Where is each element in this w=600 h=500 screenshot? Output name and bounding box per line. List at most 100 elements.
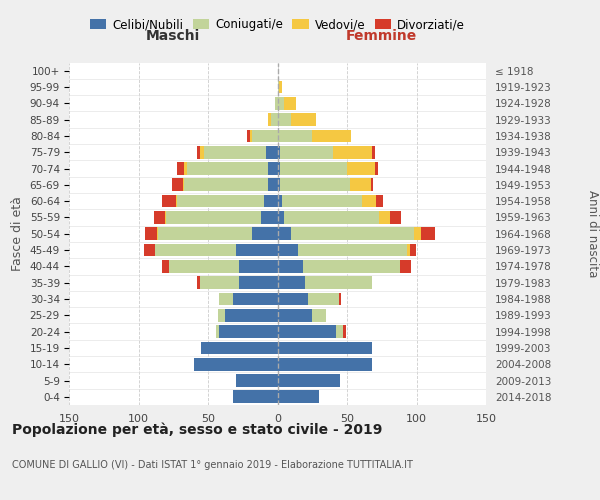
Bar [390,211,401,224]
Bar [400,260,411,272]
Bar [253,130,277,142]
Bar [187,162,268,175]
Bar [277,309,312,322]
Bar [280,178,350,191]
Bar [166,211,261,224]
Bar [169,260,239,272]
Text: Anni di nascita: Anni di nascita [586,190,599,278]
Bar [281,195,362,207]
Bar [236,374,277,387]
Bar [197,276,200,289]
Bar [162,260,169,272]
Bar [277,178,280,191]
Bar [414,228,421,240]
Bar [197,146,200,158]
Bar [280,162,347,175]
Bar [154,211,165,224]
Bar [268,113,271,126]
Bar [233,292,277,306]
Bar [277,390,319,403]
Bar [333,146,372,158]
Bar [277,80,279,94]
Bar [343,325,346,338]
Bar [277,162,280,175]
Text: COMUNE DI GALLIO (VI) - Dati ISTAT 1° gennaio 2019 - Elaborazione TUTTITALIA.IT: COMUNE DI GALLIO (VI) - Dati ISTAT 1° ge… [12,460,413,470]
Y-axis label: Fasce di età: Fasce di età [11,196,24,271]
Bar [302,260,400,272]
Bar [277,276,305,289]
Bar [178,162,184,175]
Bar [239,276,277,289]
Bar [376,195,383,207]
Bar [371,178,373,191]
Bar [253,228,277,240]
Bar [277,374,340,387]
Bar [201,342,277,354]
Bar [308,292,338,306]
Bar [236,244,277,256]
Bar [178,195,263,207]
Bar [277,97,284,110]
Bar [292,228,414,240]
Legend: Celibi/Nubili, Coniugati/e, Vedovi/e, Divorziati/e: Celibi/Nubili, Coniugati/e, Vedovi/e, Di… [85,14,470,36]
Bar [277,342,372,354]
Bar [157,228,158,240]
Bar [277,325,336,338]
Bar [421,228,434,240]
Bar [268,162,277,175]
Bar [292,113,316,126]
Bar [217,325,219,338]
Bar [144,244,155,256]
Bar [350,178,371,191]
Bar [165,211,166,224]
Bar [298,244,407,256]
Bar [219,325,277,338]
Bar [183,178,184,191]
Bar [410,244,416,256]
Bar [145,228,157,240]
Bar [284,97,296,110]
Bar [336,325,343,338]
Bar [275,97,277,110]
Bar [277,146,280,158]
Bar [158,228,253,240]
Bar [162,195,176,207]
Bar [172,178,183,191]
Bar [155,244,236,256]
Bar [347,162,375,175]
Bar [194,358,277,370]
Bar [277,260,302,272]
Bar [261,211,277,224]
Bar [312,309,326,322]
Bar [200,276,239,289]
Bar [338,292,341,306]
Bar [305,276,372,289]
Bar [375,162,377,175]
Bar [407,244,410,256]
Bar [184,162,187,175]
Bar [268,178,277,191]
Bar [280,146,333,158]
Bar [247,130,250,142]
Bar [224,309,277,322]
Bar [263,195,277,207]
Bar [233,390,277,403]
Bar [277,195,281,207]
Bar [204,146,266,158]
Bar [277,228,292,240]
Bar [379,211,390,224]
Bar [284,211,379,224]
Bar [279,80,281,94]
Bar [218,309,224,322]
Bar [184,178,268,191]
Text: Femmine: Femmine [346,28,418,42]
Bar [250,130,253,142]
Bar [239,260,277,272]
Text: Popolazione per età, sesso e stato civile - 2019: Popolazione per età, sesso e stato civil… [12,422,382,437]
Bar [312,130,351,142]
Bar [277,292,308,306]
Bar [271,113,277,126]
Bar [277,211,284,224]
Bar [200,146,204,158]
Bar [362,195,376,207]
